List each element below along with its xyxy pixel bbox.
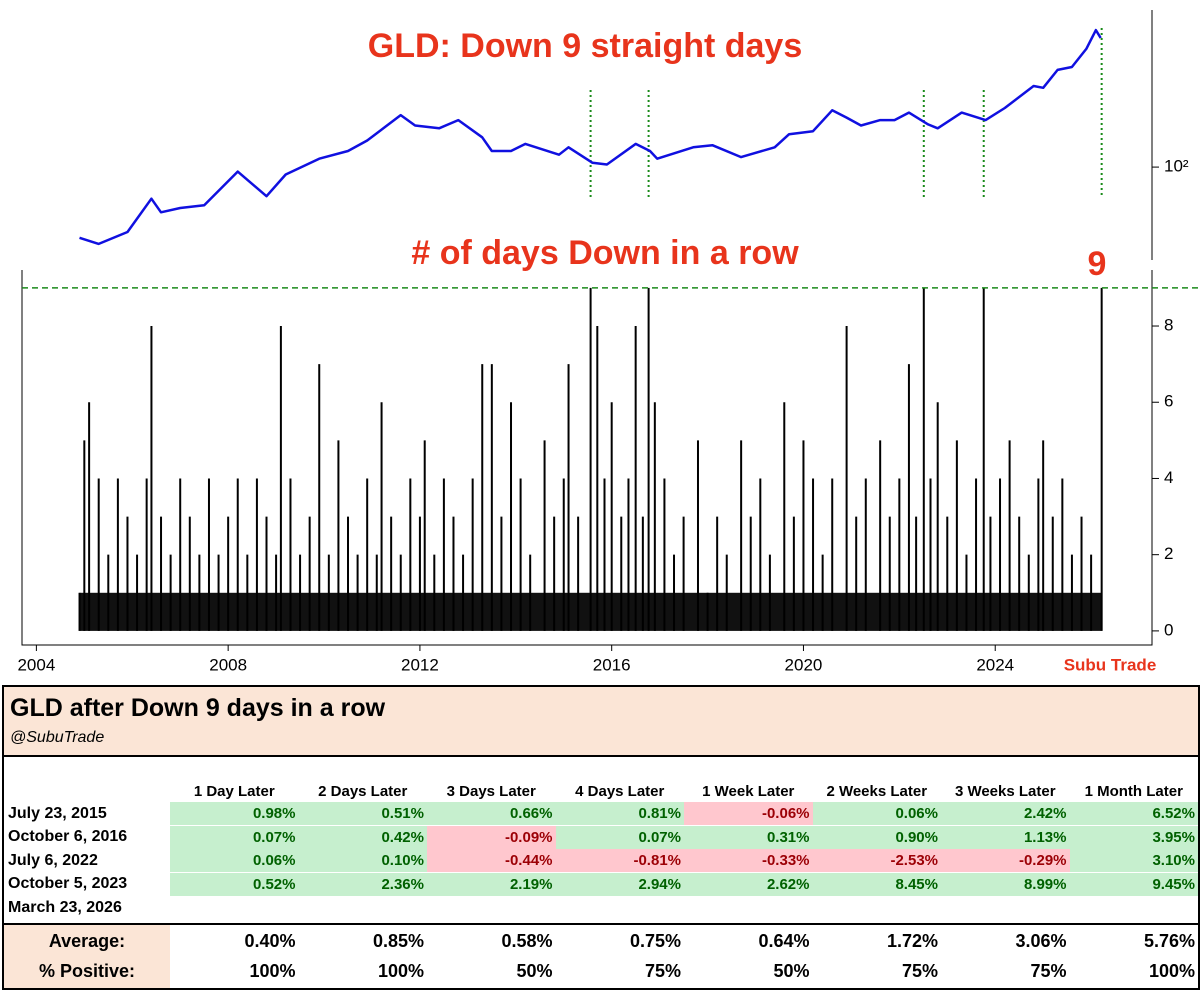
summary-cell: 0.40% bbox=[244, 930, 296, 951]
cell: 0.98% bbox=[170, 802, 299, 825]
column-header: 1 Month Later bbox=[1084, 782, 1183, 800]
cell: 0.81% bbox=[555, 802, 684, 825]
source: Subu Trade bbox=[1064, 655, 1157, 674]
results-table: GLD after Down 9 days in a row @SubuTrade… bbox=[2, 685, 1200, 990]
price-line bbox=[79, 28, 1102, 246]
summary-label: % Positive: bbox=[38, 960, 136, 981]
summary-cell: 0.75% bbox=[629, 930, 681, 951]
column-header: 1 Week Later bbox=[702, 782, 795, 800]
column-header: 2 Weeks Later bbox=[826, 782, 928, 800]
x-tick-label: 2016 bbox=[593, 655, 631, 674]
cell: -2.53% bbox=[812, 849, 941, 872]
row-date: October 6, 2016 bbox=[8, 828, 128, 845]
cell: -0.06% bbox=[684, 802, 813, 825]
y-tick-label: 2 bbox=[1164, 544, 1173, 563]
cell: 8.45% bbox=[812, 872, 941, 896]
charts: GLD: Down 9 straight days # of days Down… bbox=[17, 10, 1200, 674]
y-tick-label: 0 bbox=[1164, 620, 1173, 639]
row-date: July 6, 2022 bbox=[8, 851, 98, 869]
cell: 8.99% bbox=[941, 872, 1070, 896]
cell: 0.07% bbox=[170, 825, 299, 849]
row-date: March 23, 2026 bbox=[8, 898, 122, 916]
summary-label: Average: bbox=[48, 930, 126, 951]
cell: -0.29% bbox=[941, 849, 1070, 872]
column-header: 4 Days Later bbox=[575, 782, 665, 800]
column-header: 3 Weeks Later bbox=[954, 782, 1056, 800]
cell: 0.42% bbox=[298, 825, 427, 849]
summary-cell: 75% bbox=[901, 960, 938, 981]
cell: 2.94% bbox=[555, 872, 684, 896]
cell: 3.10% bbox=[1069, 849, 1198, 872]
column-header: 1 Day Later bbox=[193, 782, 275, 800]
column-header: 3 Days Later bbox=[446, 782, 536, 800]
y-tick-label: 10² bbox=[1164, 157, 1189, 176]
annotation: 9 bbox=[1088, 245, 1107, 283]
cell: 9.45% bbox=[1069, 872, 1198, 896]
summary-cell: 100% bbox=[1148, 960, 1195, 981]
title-band bbox=[4, 687, 1198, 757]
cell: -0.81% bbox=[555, 849, 684, 872]
cell: 2.62% bbox=[684, 872, 813, 896]
x-tick-label: 2020 bbox=[785, 655, 823, 674]
cell: 0.06% bbox=[170, 849, 299, 872]
table-subtitle: @SubuTrade bbox=[10, 729, 105, 746]
row-date: October 5, 2023 bbox=[8, 875, 128, 892]
cell: 0.07% bbox=[555, 825, 684, 849]
summary-cell: 100% bbox=[377, 960, 424, 981]
cell: -0.09% bbox=[427, 825, 556, 849]
streak-title: # of days Down in a row bbox=[411, 234, 799, 272]
x-tick-label: 2024 bbox=[976, 655, 1014, 674]
cell: 0.31% bbox=[684, 825, 813, 849]
cell: 2.42% bbox=[941, 802, 1070, 825]
y-tick-label: 4 bbox=[1164, 468, 1173, 487]
x-tick-label: 2012 bbox=[401, 655, 439, 674]
cell: 0.66% bbox=[427, 802, 556, 825]
summary-cell: 0.64% bbox=[758, 930, 810, 951]
summary-cell: 0.85% bbox=[372, 930, 424, 951]
table-title: GLD after Down 9 days in a row bbox=[10, 693, 386, 722]
cell: 6.52% bbox=[1069, 802, 1198, 825]
cell: -0.33% bbox=[684, 849, 813, 872]
row-date: July 23, 2015 bbox=[8, 804, 107, 822]
summary-cell: 50% bbox=[516, 960, 553, 981]
summary-cell: 1.72% bbox=[886, 930, 938, 951]
cell: 0.90% bbox=[812, 825, 941, 849]
cell: 0.51% bbox=[298, 802, 427, 825]
x-tick-label: 2008 bbox=[209, 655, 247, 674]
cell: 3.95% bbox=[1069, 825, 1198, 849]
x-tick-label: 2004 bbox=[17, 655, 55, 674]
frame bbox=[21, 270, 1153, 646]
cell: 0.10% bbox=[298, 849, 427, 872]
column-header: 2 Days Later bbox=[318, 782, 408, 800]
cell: 0.06% bbox=[812, 802, 941, 825]
summary-cell: 75% bbox=[1030, 960, 1067, 981]
summary-cell: 5.76% bbox=[1143, 930, 1195, 951]
y-tick-label: 6 bbox=[1164, 392, 1173, 411]
cell: 0.52% bbox=[170, 872, 299, 896]
summary-cell: 100% bbox=[249, 960, 296, 981]
summary-cell: 50% bbox=[773, 960, 810, 981]
summary-rule bbox=[170, 923, 1198, 925]
summary-cell: 3.06% bbox=[1015, 930, 1067, 951]
price-title: GLD: Down 9 straight days bbox=[368, 27, 803, 65]
y-tick-label: 8 bbox=[1164, 316, 1173, 335]
summary-cell: 75% bbox=[644, 960, 681, 981]
cell: 2.19% bbox=[427, 872, 556, 896]
summary-cell: 0.58% bbox=[501, 930, 553, 951]
cell: 1.13% bbox=[941, 825, 1070, 849]
summary-band bbox=[4, 923, 170, 988]
cell: -0.44% bbox=[427, 849, 556, 872]
cell: 2.36% bbox=[298, 872, 427, 896]
